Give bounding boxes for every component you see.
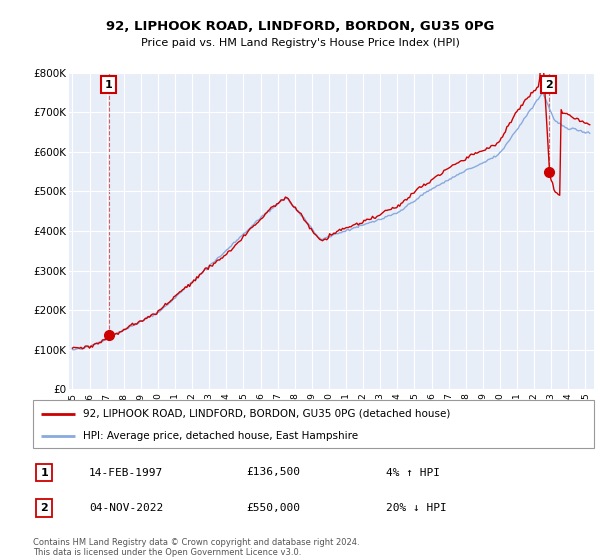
Text: 1: 1	[105, 80, 113, 90]
Text: 04-NOV-2022: 04-NOV-2022	[89, 503, 163, 513]
Text: 2: 2	[40, 503, 48, 513]
Text: 92, LIPHOOK ROAD, LINDFORD, BORDON, GU35 0PG: 92, LIPHOOK ROAD, LINDFORD, BORDON, GU35…	[106, 20, 494, 34]
FancyBboxPatch shape	[33, 400, 594, 448]
Text: £136,500: £136,500	[246, 468, 300, 478]
Text: 2: 2	[545, 80, 553, 90]
Text: 92, LIPHOOK ROAD, LINDFORD, BORDON, GU35 0PG (detached house): 92, LIPHOOK ROAD, LINDFORD, BORDON, GU35…	[83, 409, 451, 419]
Text: HPI: Average price, detached house, East Hampshire: HPI: Average price, detached house, East…	[83, 431, 359, 441]
Text: 1: 1	[40, 468, 48, 478]
Text: 4% ↑ HPI: 4% ↑ HPI	[386, 468, 440, 478]
Text: 20% ↓ HPI: 20% ↓ HPI	[386, 503, 447, 513]
Text: 14-FEB-1997: 14-FEB-1997	[89, 468, 163, 478]
Text: Price paid vs. HM Land Registry's House Price Index (HPI): Price paid vs. HM Land Registry's House …	[140, 38, 460, 48]
Text: £550,000: £550,000	[246, 503, 300, 513]
Text: Contains HM Land Registry data © Crown copyright and database right 2024.
This d: Contains HM Land Registry data © Crown c…	[33, 538, 359, 557]
